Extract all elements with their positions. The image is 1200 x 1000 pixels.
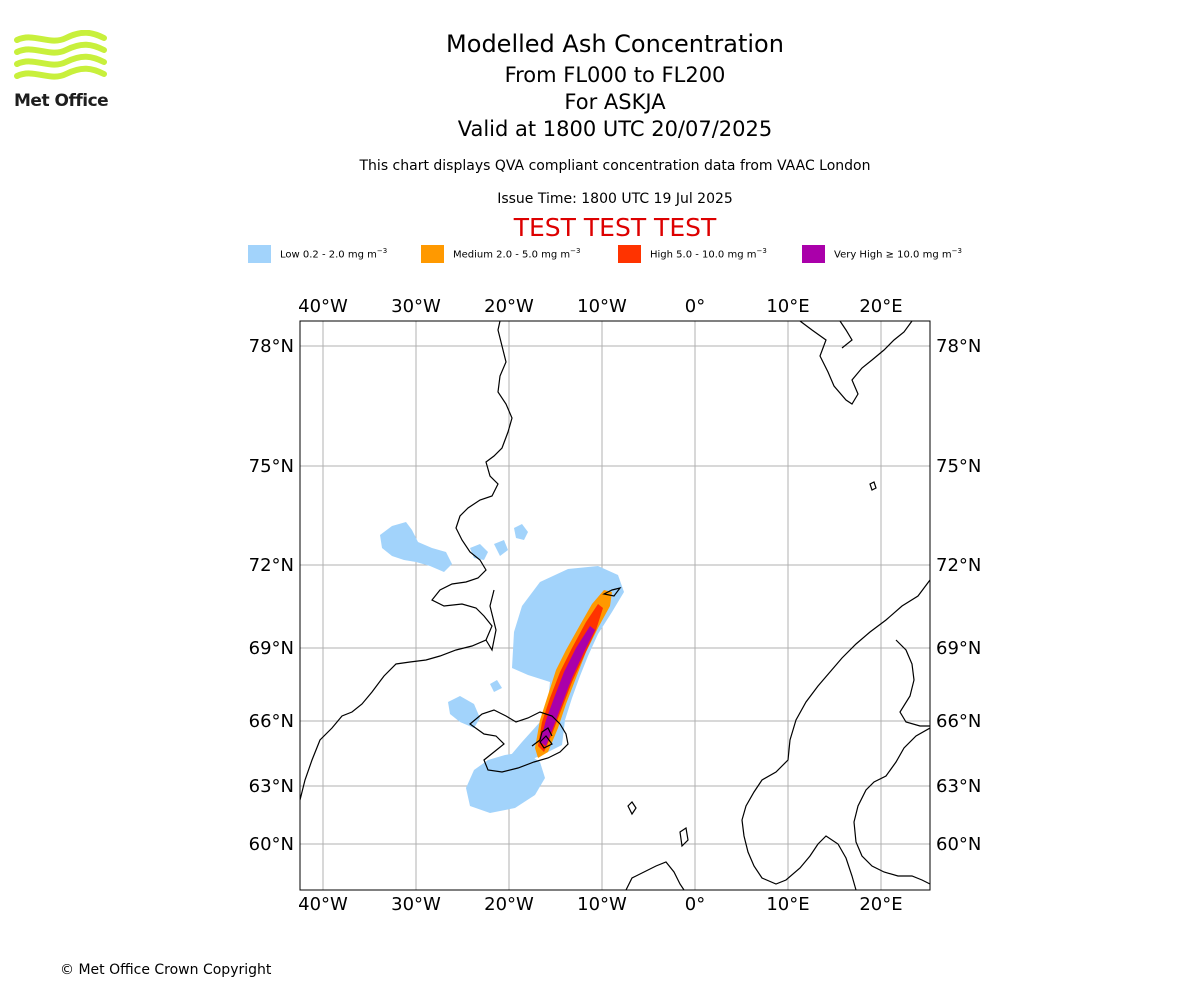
copyright-notice: © Met Office Crown Copyright xyxy=(60,962,272,978)
latitude-label-left: 66°N xyxy=(249,711,294,732)
longitude-label-top: 0° xyxy=(685,296,705,317)
coast-scotland xyxy=(625,861,685,890)
map-frame xyxy=(299,320,931,891)
latitude-label-right: 60°N xyxy=(936,834,981,855)
logo-wave xyxy=(14,65,107,80)
ash-very-high-area xyxy=(540,626,595,746)
latitude-label-left: 60°N xyxy=(249,834,294,855)
legend: Low 0.2 - 2.0 mg m−3 Medium 2.0 - 5.0 mg… xyxy=(248,244,998,264)
latitude-label-left: 63°N xyxy=(249,776,294,797)
ash-contours xyxy=(300,321,930,890)
legend-item-high: High 5.0 - 10.0 mg m−3 xyxy=(618,244,767,264)
coastlines xyxy=(300,321,930,890)
logo-text: Met Office xyxy=(14,91,109,111)
ash-low-area xyxy=(380,522,624,813)
met-office-waves-icon xyxy=(14,29,107,80)
longitude-label-bottom: 20°W xyxy=(484,894,534,915)
longitude-label-top: 40°W xyxy=(298,296,348,317)
flight-level-range: From FL000 to FL200 xyxy=(504,63,726,87)
longitude-labels: 40°W 40°W 30°W 30°W 20°W 20°W 10°W 10°W 0° 0° 10°E… xyxy=(298,296,902,915)
coast-sweden-finland xyxy=(853,727,930,885)
latitude-label-right: 72°N xyxy=(936,555,981,576)
longitude-label-bottom: 0° xyxy=(685,894,705,915)
coast-jan-mayen xyxy=(602,587,622,597)
longitude-label-bottom: 20°E xyxy=(859,894,902,915)
coast-norway xyxy=(741,579,930,890)
chart-description: This chart displays QVA compliant concen… xyxy=(359,158,871,174)
coast-iceland xyxy=(469,709,569,773)
legend-swatch-very-high xyxy=(802,245,825,263)
legend-swatch-low xyxy=(248,245,271,263)
latitude-label-right: 66°N xyxy=(936,711,981,732)
longitude-label-top: 30°W xyxy=(391,296,441,317)
logo-wave xyxy=(14,53,107,68)
volcano-name: For ASKJA xyxy=(564,90,666,114)
chart-title: Modelled Ash Concentration xyxy=(446,30,784,58)
longitude-label-top: 20°E xyxy=(859,296,902,317)
legend-swatch-medium xyxy=(421,245,444,263)
coast-shetland xyxy=(679,826,689,848)
legend-item-very-high: Very High ≥ 10.0 mg m−3 xyxy=(802,244,962,264)
latitude-label-right: 63°N xyxy=(936,776,981,797)
legend-label-high: High 5.0 - 10.0 mg m−3 xyxy=(650,247,767,261)
met-office-logo: Met Office xyxy=(14,29,109,112)
longitude-label-top: 10°E xyxy=(766,296,809,317)
latitude-label-right: 75°N xyxy=(936,456,981,477)
legend-item-medium: Medium 2.0 - 5.0 mg m−3 xyxy=(421,244,580,264)
legend-item-low: Low 0.2 - 2.0 mg m−3 xyxy=(248,244,387,264)
legend-label-very-high: Very High ≥ 10.0 mg m−3 xyxy=(834,247,962,261)
longitude-label-bottom: 10°W xyxy=(577,894,627,915)
latitude-label-left: 75°N xyxy=(249,456,294,477)
longitude-label-bottom: 30°W xyxy=(391,894,441,915)
latitude-label-left: 78°N xyxy=(249,336,294,357)
longitude-label-top: 10°W xyxy=(577,296,627,317)
latitude-label-left: 72°N xyxy=(249,555,294,576)
test-banner: TEST TEST TEST xyxy=(513,213,717,242)
logo-wave xyxy=(14,41,107,56)
legend-swatch-high xyxy=(618,245,641,263)
latitude-label-right: 78°N xyxy=(936,336,981,357)
issue-time: Issue Time: 1800 UTC 19 Jul 2025 xyxy=(497,191,733,207)
longitude-label-bottom: 10°E xyxy=(766,894,809,915)
coast-svalbard xyxy=(799,321,913,405)
legend-label-low: Low 0.2 - 2.0 mg m−3 xyxy=(280,247,388,261)
coast-greenland xyxy=(300,321,513,801)
legend-label-medium: Medium 2.0 - 5.0 mg m−3 xyxy=(453,247,581,261)
longitude-label-top: 20°W xyxy=(484,296,534,317)
valid-time: Valid at 1800 UTC 20/07/2025 xyxy=(457,117,773,141)
latitude-label-left: 69°N xyxy=(249,638,294,659)
logo-wave xyxy=(14,29,107,44)
map-gridlines xyxy=(300,321,930,890)
longitude-label-bottom: 40°W xyxy=(298,894,348,915)
latitude-labels: 78°N 78°N 75°N 75°N 72°N 72°N 69°N 69°N 66°N 66°N… xyxy=(249,336,982,855)
latitude-label-right: 69°N xyxy=(936,638,981,659)
coast-faroe-isles xyxy=(627,801,637,816)
coast-bear-island xyxy=(869,481,877,491)
